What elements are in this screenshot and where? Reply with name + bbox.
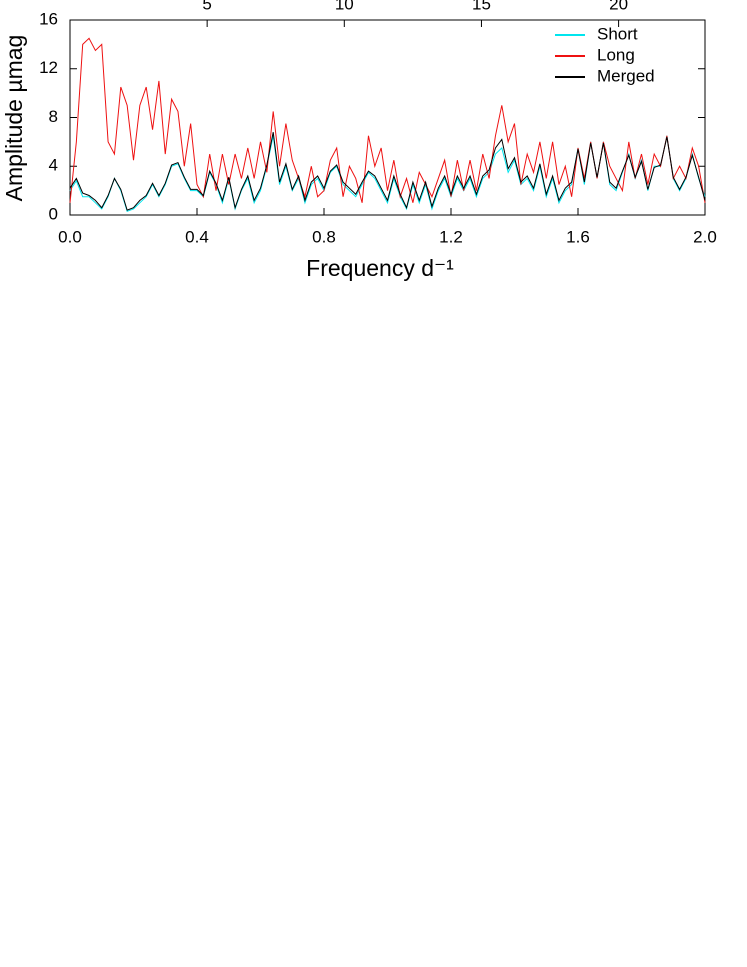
x-tick-label: 0.0 xyxy=(58,227,82,246)
x2-tick-label: 5 xyxy=(202,0,211,13)
x-axis-label: Frequency d⁻¹ xyxy=(306,255,454,281)
y-tick-label: 8 xyxy=(49,107,58,126)
x-tick-label: 0.4 xyxy=(185,227,209,246)
x2-tick-label: 15 xyxy=(472,0,491,13)
x2-tick-label: 20 xyxy=(609,0,628,13)
x-tick-label: 2.0 xyxy=(693,227,717,246)
y-tick-label: 4 xyxy=(49,156,58,175)
x-tick-label: 0.8 xyxy=(312,227,336,246)
x2-tick-label: 10 xyxy=(335,0,354,13)
y-tick-label: 12 xyxy=(39,58,58,77)
y-axis-label: Amplitude µmag xyxy=(1,35,27,202)
series-line xyxy=(69,132,706,211)
y-tick-label: 16 xyxy=(39,9,58,28)
legend-label: Long xyxy=(597,45,635,64)
legend-label: Merged xyxy=(597,66,655,85)
legend-label: Short xyxy=(597,24,638,43)
x-tick-label: 1.6 xyxy=(566,227,590,246)
x-tick-label: 1.2 xyxy=(439,227,463,246)
y-tick-label: 0 xyxy=(49,204,58,223)
